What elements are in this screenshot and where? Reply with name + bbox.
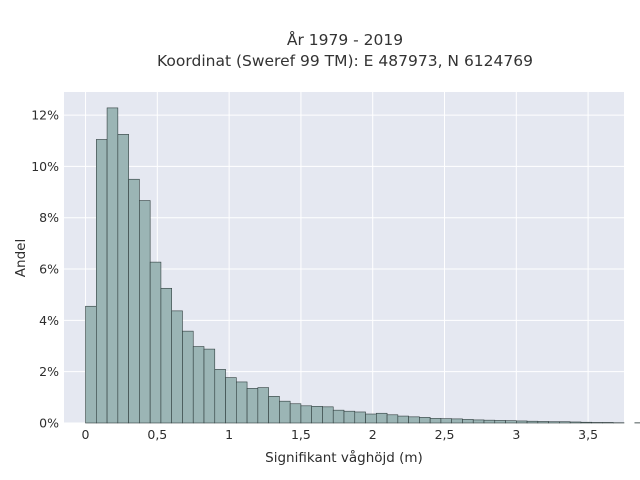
y-axis-title: Andel	[13, 239, 29, 277]
histogram-bar	[559, 421, 571, 424]
x-tick-label: 0,5	[147, 427, 167, 442]
histogram-bar	[365, 413, 377, 424]
y-tick-label: 0%	[39, 416, 59, 431]
histogram-bar	[85, 305, 97, 424]
histogram-bar	[117, 134, 129, 424]
histogram-bar	[516, 420, 528, 424]
histogram-bar	[386, 414, 399, 424]
histogram-bar	[279, 400, 291, 424]
x-tick-label: 2	[369, 427, 377, 442]
histogram-bar	[160, 287, 172, 424]
histogram-bar	[246, 388, 259, 424]
histogram-bar	[332, 409, 345, 424]
histogram-bar	[397, 415, 409, 424]
histogram-bar	[192, 346, 205, 424]
histogram-bar	[462, 419, 474, 424]
histogram-bar	[96, 139, 108, 424]
y-tick-label: 6%	[39, 262, 59, 277]
histogram-bar	[106, 107, 119, 424]
histogram-bar	[440, 418, 452, 424]
y-tick-label: 2%	[39, 364, 59, 379]
x-axis-ticks: 0 0,5 1 1,5 2 2,5 3 3,5	[82, 427, 598, 442]
histogram-bar	[548, 421, 560, 424]
histogram-bar	[419, 417, 431, 424]
histogram-bar	[494, 420, 506, 424]
histogram-bar	[451, 418, 463, 424]
histogram-bar	[149, 261, 162, 424]
histogram-bar	[408, 416, 420, 424]
chart-title-line-2: Koordinat (Sweref 99 TM): E 487973, N 61…	[157, 52, 533, 70]
x-tick-label: 2,5	[435, 427, 455, 442]
x-axis-title: Signifikant våghöjd (m)	[265, 449, 423, 466]
x-tick-label: 1	[225, 427, 233, 442]
histogram-bar	[182, 330, 194, 424]
histogram-bar	[257, 387, 269, 424]
histogram-bar	[343, 410, 356, 424]
histogram-bar	[236, 381, 248, 424]
y-tick-label: 10%	[31, 159, 59, 174]
histogram-bar	[128, 178, 140, 424]
bars	[85, 107, 640, 424]
histogram-bar	[171, 310, 183, 424]
histogram-bar	[526, 420, 539, 424]
histogram-bar	[214, 369, 226, 424]
histogram-bar	[225, 377, 237, 424]
y-tick-label: 12%	[31, 108, 59, 123]
histogram-bar	[300, 405, 312, 424]
histogram-bar	[268, 396, 280, 424]
histogram-bar	[139, 200, 151, 424]
x-tick-label: 1,5	[291, 427, 311, 442]
histogram-bar	[602, 422, 614, 424]
chart-title-line-1: År 1979 - 2019	[287, 30, 403, 49]
histogram-bar	[483, 419, 496, 424]
y-axis-ticks: 0% 2% 4% 6% 8% 10% 12%	[31, 108, 59, 431]
histogram-bar	[311, 406, 323, 424]
x-tick-label: 0	[82, 427, 90, 442]
histogram-bar	[505, 420, 517, 424]
histogram-bar	[472, 419, 485, 424]
histogram-bar	[569, 421, 582, 424]
histogram-bar	[537, 421, 549, 424]
x-tick-label: 3,5	[578, 427, 598, 442]
y-tick-label: 4%	[39, 313, 59, 328]
histogram-bar	[376, 412, 388, 424]
histogram-bar	[591, 422, 603, 424]
histogram-bar	[289, 403, 302, 424]
y-tick-label: 8%	[39, 210, 59, 225]
histogram-bar	[203, 348, 216, 424]
histogram-bar	[354, 411, 366, 424]
histogram-bar	[429, 418, 442, 424]
histogram-bar	[580, 421, 592, 424]
x-tick-label: 3	[512, 427, 520, 442]
histogram-bar	[322, 406, 334, 424]
